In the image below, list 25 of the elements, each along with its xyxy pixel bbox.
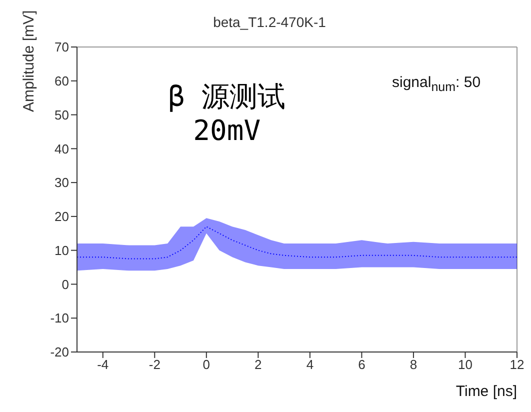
y-tick-label: 30 (54, 175, 69, 190)
annotation: signal$_{num}$: 50 (392, 74, 481, 94)
line-series (77, 226, 517, 260)
y-tick-label: 60 (54, 74, 69, 89)
x-tick-label: 2 (254, 357, 262, 372)
x-tick-label: 6 (358, 357, 366, 372)
x-tick-label: -4 (97, 357, 109, 372)
y-tick-label: 50 (54, 107, 69, 122)
chart-title: beta_T1.2-470K-1 (213, 14, 326, 30)
x-tick-label: 8 (410, 357, 418, 372)
y-tick-label: 10 (54, 242, 69, 258)
annotation: β 源测试 20mV (168, 80, 286, 148)
x-tick-label: 0 (202, 357, 210, 372)
y-tick-label: -20 (50, 344, 69, 360)
x-tick-label: 4 (306, 357, 314, 372)
x-tick-label: -2 (148, 357, 160, 372)
y-tick-label: 20 (54, 209, 69, 224)
y-tick-label: 0 (62, 276, 69, 292)
x-tick-label: 12 (510, 357, 524, 372)
x-axis-title: Time [ns] (456, 383, 517, 400)
y-axis-title: Amplitude [mV] (20, 10, 38, 112)
y-tick-label: 40 (54, 141, 69, 156)
y-tick-label: -10 (50, 310, 69, 326)
x-tick-label: 10 (458, 357, 472, 372)
y-tick-label: 70 (54, 40, 69, 55)
